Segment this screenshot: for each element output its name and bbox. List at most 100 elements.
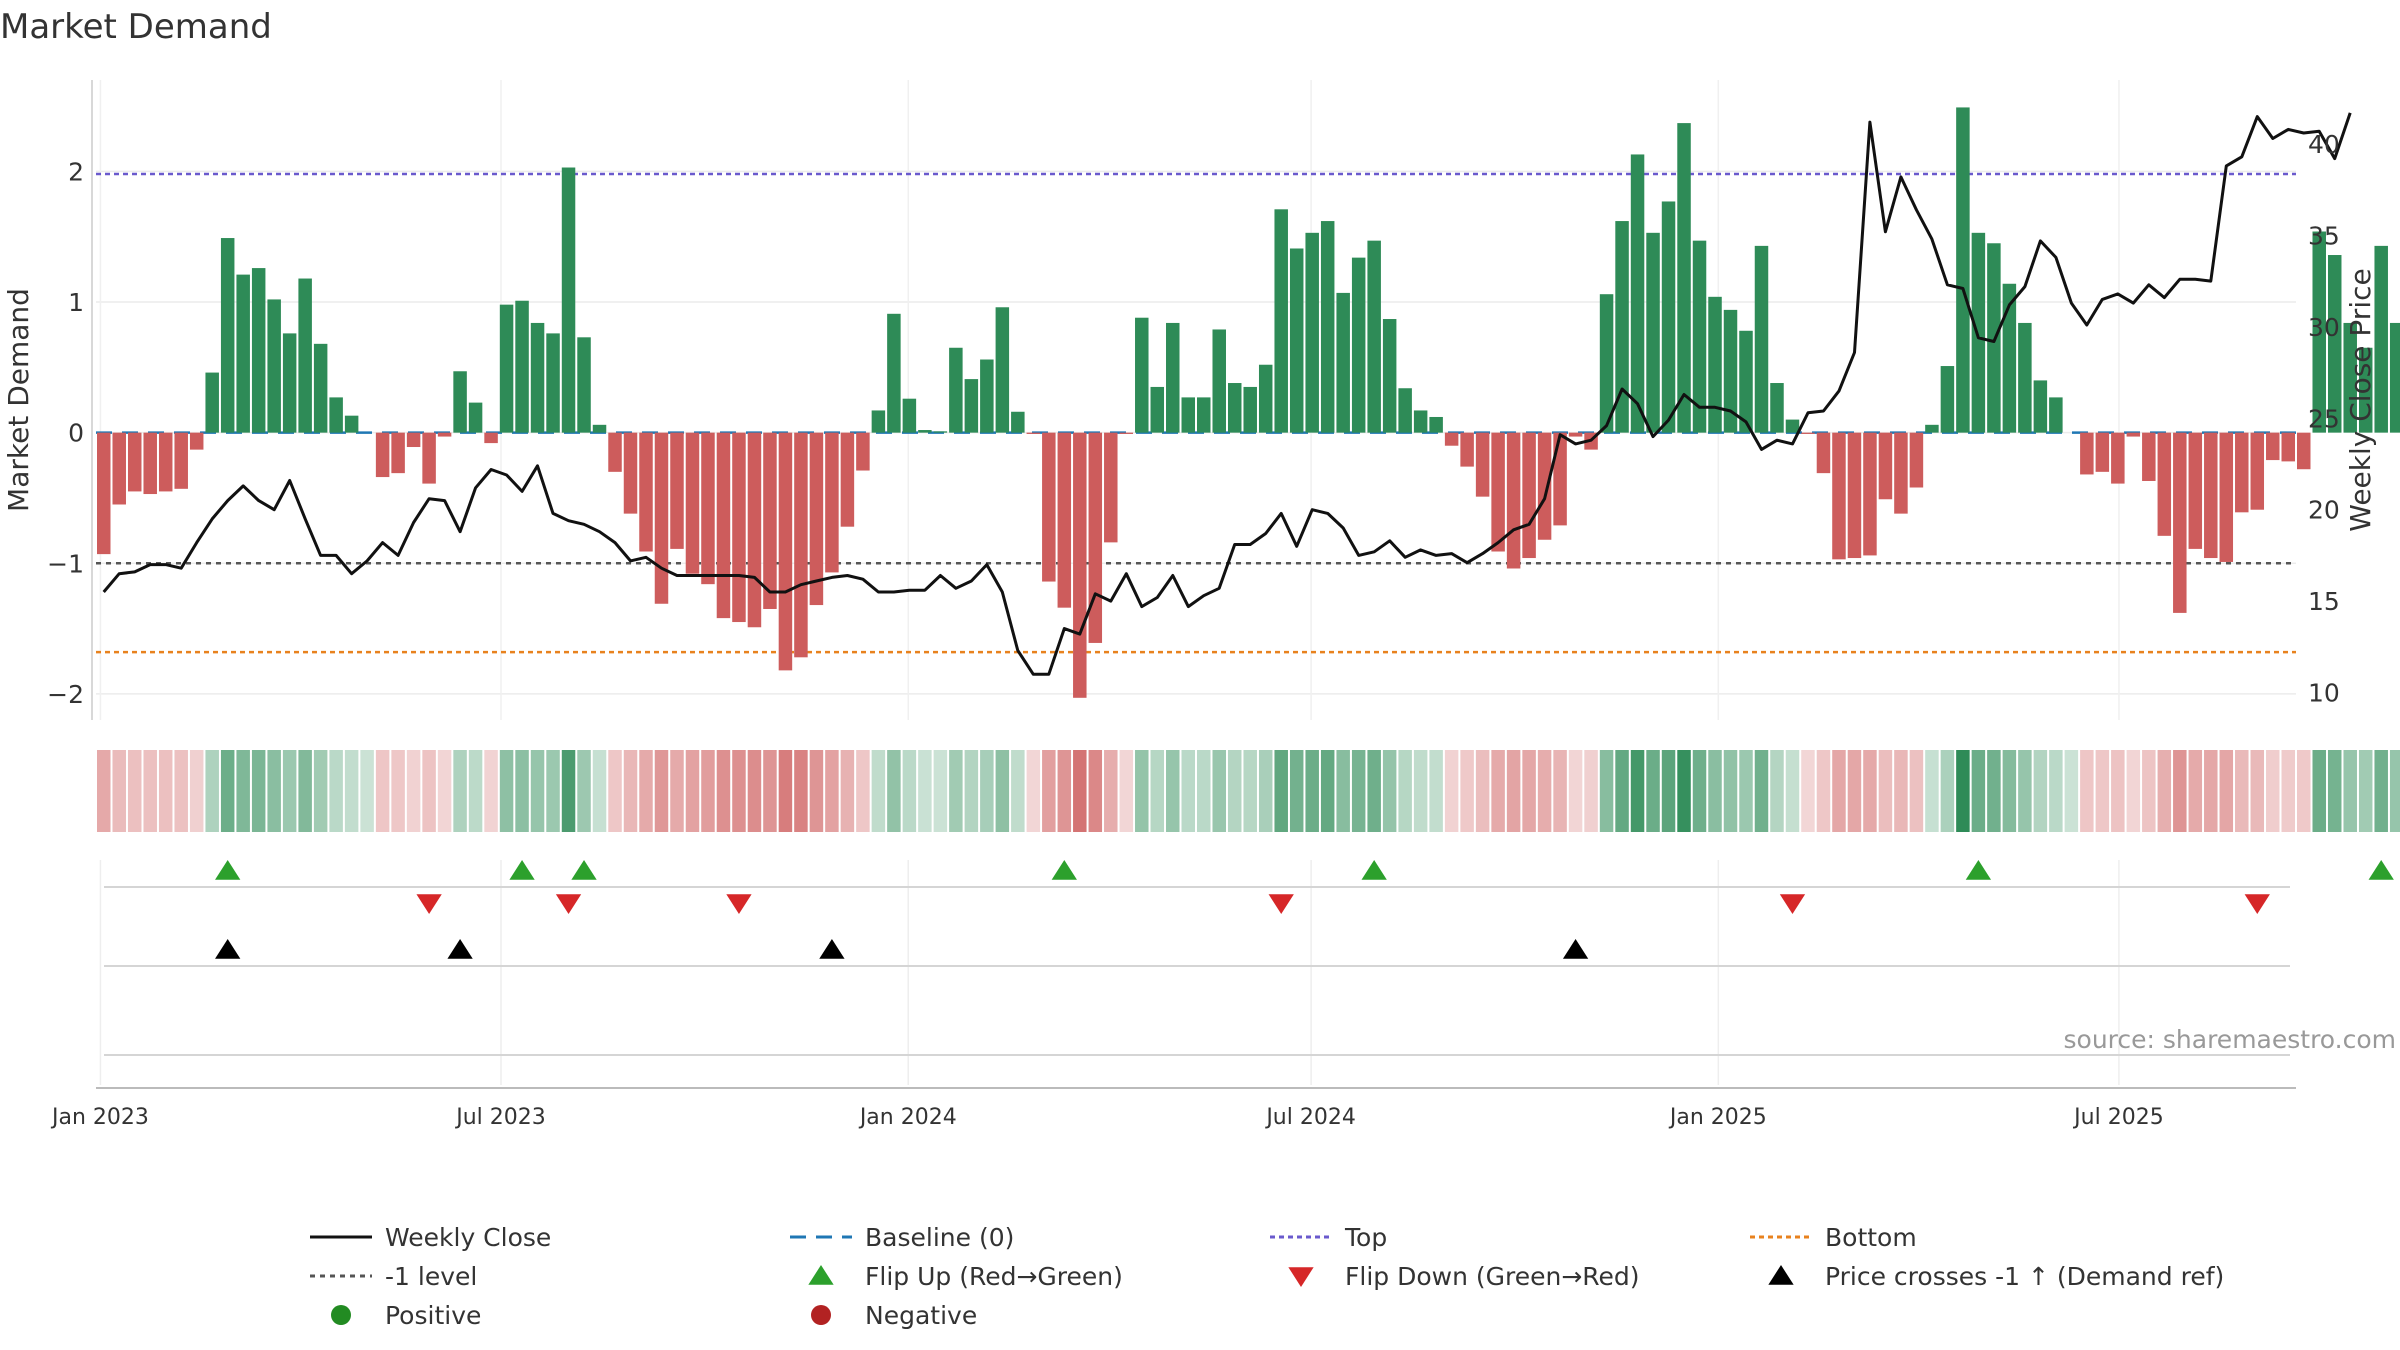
x-tick-label: Jan 2024 bbox=[858, 1105, 957, 1130]
demand-bar bbox=[2142, 432, 2156, 481]
demand-bar bbox=[2374, 245, 2388, 433]
demand-bar bbox=[267, 299, 281, 433]
demand-bar bbox=[1382, 319, 1397, 433]
demand-strip-cell bbox=[1274, 750, 1288, 832]
demand-strip-cell bbox=[1708, 750, 1722, 832]
demand-bar bbox=[530, 322, 545, 433]
demand-strip-cell bbox=[2327, 750, 2342, 832]
y-right-tick-label: 10 bbox=[2308, 679, 2340, 708]
demand-bar bbox=[2018, 322, 2032, 433]
legend-item-1: Baseline (0) bbox=[790, 1223, 1014, 1252]
demand-bar bbox=[933, 431, 948, 433]
demand-strip-cell bbox=[1832, 750, 1846, 832]
demand-strip-cell bbox=[2374, 750, 2388, 832]
weekly-close-line bbox=[102, 112, 2352, 676]
demand-bar bbox=[2080, 432, 2094, 475]
flip-down-marker bbox=[555, 894, 582, 914]
y-left-tick-label: −2 bbox=[47, 680, 84, 709]
demand-bar bbox=[1119, 432, 1134, 434]
demand-bar bbox=[1227, 383, 1242, 433]
demand-bar bbox=[1894, 432, 1908, 514]
demand-strip-cell bbox=[1475, 750, 1490, 832]
demand-strip-cell bbox=[1413, 750, 1428, 832]
demand-bar bbox=[1166, 322, 1180, 433]
demand-strip-cell bbox=[902, 750, 917, 832]
demand-bar bbox=[856, 432, 870, 471]
demand-strip-cell bbox=[1770, 750, 1784, 832]
demand-bar bbox=[546, 333, 560, 433]
flip-up-marker bbox=[1965, 860, 1992, 880]
demand-bar bbox=[2297, 432, 2311, 470]
demand-bar bbox=[763, 432, 777, 609]
x-tick-label: Jul 2024 bbox=[1264, 1105, 1356, 1130]
demand-strip-cell bbox=[1212, 750, 1226, 832]
demand-bar bbox=[1677, 123, 1691, 433]
demand-bar bbox=[1971, 232, 1986, 433]
flip-down-marker bbox=[416, 894, 442, 914]
demand-bar bbox=[1785, 419, 1800, 433]
demand-strip-cell bbox=[1444, 750, 1459, 832]
demand-strip-cell bbox=[1537, 750, 1552, 832]
demand-bar bbox=[2173, 432, 2187, 613]
demand-bar bbox=[1398, 388, 1412, 433]
demand-bar bbox=[251, 268, 266, 433]
demand-bar bbox=[1537, 432, 1552, 540]
demand-strip-cell bbox=[2049, 750, 2063, 832]
demand-strip-cell bbox=[654, 750, 669, 832]
demand-bar bbox=[437, 432, 452, 437]
demand-strip-cell bbox=[2018, 750, 2032, 832]
demand-bar bbox=[2235, 432, 2249, 513]
demand-strip-cell bbox=[1042, 750, 1056, 832]
demand-strip-cell bbox=[344, 750, 359, 832]
demand-bar bbox=[2389, 322, 2400, 433]
flip-up-marker bbox=[1361, 860, 1387, 880]
demand-bar bbox=[1491, 432, 1505, 552]
demand-strip-cell bbox=[2343, 750, 2357, 832]
demand-bar bbox=[282, 333, 297, 433]
demand-bar bbox=[887, 313, 901, 433]
legend-label: Positive bbox=[385, 1301, 481, 1330]
legend-item-9: Negative bbox=[811, 1301, 977, 1330]
demand-bar bbox=[1847, 432, 1862, 559]
demand-bar bbox=[1197, 397, 1211, 433]
flip-up-marker bbox=[1051, 860, 1077, 880]
flip-up-marker bbox=[509, 860, 535, 880]
demand-strip-cell bbox=[220, 750, 235, 832]
demand-strip-cell bbox=[1367, 750, 1381, 832]
demand-bar bbox=[220, 238, 235, 433]
demand-bar bbox=[685, 432, 700, 574]
demand-bar bbox=[189, 432, 204, 450]
demand-strip-cell bbox=[2157, 750, 2172, 832]
demand-bar bbox=[949, 347, 963, 433]
demand-strip-cell bbox=[97, 750, 111, 832]
demand-strip-cell bbox=[716, 750, 731, 832]
legend-label: -1 level bbox=[385, 1262, 477, 1291]
demand-bar bbox=[127, 432, 142, 492]
y-left-tick-label: 1 bbox=[68, 288, 84, 317]
demand-bar bbox=[592, 424, 607, 433]
demand-strip-cell bbox=[1398, 750, 1412, 832]
legend-swatch bbox=[811, 1305, 831, 1325]
demand-bar bbox=[809, 432, 824, 606]
demand-bar bbox=[1739, 330, 1753, 433]
legend-item-6: Flip Down (Green→Red) bbox=[1288, 1262, 1640, 1291]
demand-strip-cell bbox=[809, 750, 824, 832]
y-left-tick-label: −1 bbox=[47, 549, 84, 578]
demand-strip-cell bbox=[1460, 750, 1474, 832]
demand-strip-cell bbox=[484, 750, 498, 832]
demand-strip-cell bbox=[1863, 750, 1877, 832]
demand-bar bbox=[1135, 317, 1149, 433]
demand-bar bbox=[2343, 322, 2357, 433]
demand-bar bbox=[1832, 432, 1846, 560]
demand-bar bbox=[1708, 296, 1722, 433]
demand-strip-cell bbox=[2235, 750, 2249, 832]
demand-bar bbox=[1150, 386, 1165, 433]
demand-bar bbox=[1568, 432, 1583, 437]
demand-bar bbox=[1274, 209, 1288, 433]
demand-strip-cell bbox=[2188, 750, 2203, 832]
demand-bar bbox=[918, 430, 932, 433]
demand-strip-cell bbox=[747, 750, 762, 832]
x-tick-label: Jan 2025 bbox=[1668, 1105, 1767, 1130]
demand-bar bbox=[406, 432, 421, 448]
demand-strip-cell bbox=[1816, 750, 1831, 832]
